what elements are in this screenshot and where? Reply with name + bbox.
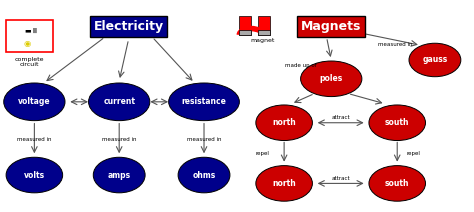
Text: attract: attract xyxy=(331,115,350,120)
Ellipse shape xyxy=(256,166,312,201)
Text: resistance: resistance xyxy=(182,97,227,106)
Ellipse shape xyxy=(6,157,63,193)
Text: amps: amps xyxy=(108,170,131,180)
Bar xyxy=(258,16,270,35)
Text: measured in: measured in xyxy=(187,137,221,142)
Text: measured in: measured in xyxy=(17,137,52,142)
Text: gauss: gauss xyxy=(422,56,447,64)
Text: volts: volts xyxy=(24,170,45,180)
Ellipse shape xyxy=(301,61,362,97)
Text: north: north xyxy=(272,118,296,127)
Text: current: current xyxy=(103,97,135,106)
Ellipse shape xyxy=(369,166,426,201)
Text: Magnets: Magnets xyxy=(301,20,362,33)
Text: repel: repel xyxy=(407,151,420,156)
Ellipse shape xyxy=(409,43,461,77)
Bar xyxy=(239,30,251,35)
Ellipse shape xyxy=(369,105,426,141)
Text: poles: poles xyxy=(319,74,343,83)
Ellipse shape xyxy=(89,83,150,121)
Ellipse shape xyxy=(169,83,239,121)
Text: ▬: ▬ xyxy=(24,28,31,34)
Text: attract: attract xyxy=(331,176,350,181)
Bar xyxy=(239,16,251,35)
Text: south: south xyxy=(385,179,410,188)
Bar xyxy=(6,20,53,52)
Text: ◉: ◉ xyxy=(24,39,31,48)
Text: █: █ xyxy=(34,28,37,33)
Text: measured in: measured in xyxy=(378,42,412,47)
Text: north: north xyxy=(272,179,296,188)
Text: ohms: ohms xyxy=(192,170,216,180)
Text: south: south xyxy=(385,118,410,127)
Text: repel: repel xyxy=(256,151,270,156)
Bar xyxy=(258,30,270,35)
Ellipse shape xyxy=(4,83,65,121)
Text: Electricity: Electricity xyxy=(93,20,164,33)
Text: measured in: measured in xyxy=(102,137,137,142)
Text: complete
circuit: complete circuit xyxy=(15,57,45,67)
Ellipse shape xyxy=(178,157,230,193)
Ellipse shape xyxy=(93,157,145,193)
Text: made up of: made up of xyxy=(285,63,317,68)
Text: magnet: magnet xyxy=(251,38,275,43)
Text: voltage: voltage xyxy=(18,97,51,106)
Ellipse shape xyxy=(256,105,312,141)
